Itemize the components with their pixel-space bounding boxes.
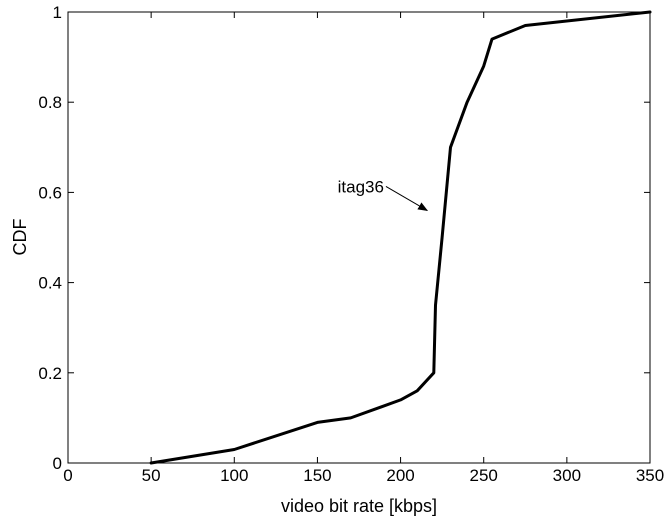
annotation-layer: itag36: [338, 177, 429, 211]
x-tick-label: 200: [386, 466, 414, 485]
series-layer: [149, 10, 652, 465]
x-tick-label: 150: [303, 466, 331, 485]
plot-area-frame: [67, 11, 651, 464]
x-axis-ticks: 0 50 100 150 200 250 300 350: [63, 12, 664, 485]
cdf-series-line: [149, 10, 652, 465]
annotation-arrow: [385, 185, 429, 211]
y-axis-ticks: 0 0.2 0.4 0.6 0.8 1: [38, 3, 650, 473]
x-tick-label: 100: [220, 466, 248, 485]
y-tick-label: 0.2: [38, 364, 62, 383]
y-tick-label: 0.8: [38, 93, 62, 112]
y-tick-label: 0.4: [38, 274, 62, 293]
y-axis-label: CDF: [10, 219, 30, 256]
annotation-label: itag36: [338, 177, 384, 196]
x-tick-label: 50: [142, 466, 161, 485]
x-tick-label: 250: [470, 466, 498, 485]
y-tick-label: 0: [53, 454, 62, 473]
x-tick-label: 350: [636, 466, 664, 485]
y-tick-label: 1: [53, 3, 62, 22]
y-tick-label: 0.6: [38, 183, 62, 202]
x-tick-label: 300: [553, 466, 581, 485]
x-tick-label: 0: [63, 466, 72, 485]
x-axis-label: video bit rate [kbps]: [281, 496, 437, 516]
